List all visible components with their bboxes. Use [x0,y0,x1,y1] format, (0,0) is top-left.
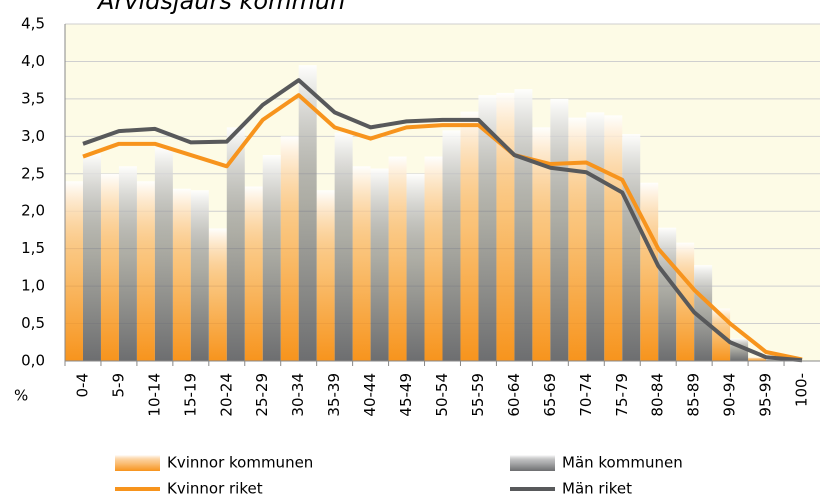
bar [316,190,335,361]
y-axis-label: % [14,387,28,405]
bar [298,65,317,361]
x-tick-label: 35-39 [325,373,343,417]
x-tick-label: 40-44 [361,373,379,417]
x-tick-label: 55-59 [469,373,487,417]
bar [190,190,209,361]
x-tick-label: 30-34 [289,373,307,417]
y-tick-label: 0,5 [21,314,45,332]
x-tick-label: 45-49 [397,373,415,417]
line-series [82,93,803,362]
bar [118,166,137,361]
bar [208,228,227,361]
y-tick-label: 1,5 [21,239,45,257]
y-tick-label: 0,0 [21,352,45,370]
bar [514,89,533,362]
x-tick-label: 20-24 [217,373,235,417]
x-tick-label: 15-19 [181,373,199,417]
y-tick-label: 4,0 [21,52,45,70]
bar [226,127,245,361]
y-tick-label: 3,0 [21,127,45,145]
bar [568,117,587,361]
bar [478,95,497,362]
x-tick-label: 90-94 [721,373,739,417]
x-tick-label: 60-64 [505,373,523,417]
bar [694,265,713,361]
bar [766,359,785,361]
y-tick-label: 3,5 [21,89,45,107]
bar [262,155,281,361]
bar [640,182,659,361]
legend-swatch [115,455,160,471]
bar [82,153,101,361]
bar [280,136,299,361]
x-tick-label: 50-54 [433,373,451,417]
bar [370,168,389,361]
bar [406,173,425,361]
bar [244,186,263,361]
bar [460,111,479,362]
x-tick-label: 25-29 [253,373,271,417]
bar [424,156,443,361]
x-tick-label: 75-79 [613,373,631,417]
bar [658,227,677,361]
bar [334,132,353,361]
legend-swatch [510,455,555,471]
legend-label: Kvinnor riket [167,480,263,498]
x-tick-label: 5-9 [109,373,127,398]
y-tick-label: 1,0 [21,277,45,295]
x-tick-label: 0-4 [73,373,91,398]
x-tick-label: 100- [793,373,811,407]
bar [100,173,119,361]
bar [622,134,641,361]
x-tick-label: 70-74 [577,373,595,417]
bar [586,112,605,361]
x-tick-label: 10-14 [145,373,163,417]
bar [65,181,83,361]
y-tick-label: 4,5 [21,15,45,33]
x-tick-label: 80-84 [649,373,667,417]
line-series [82,78,803,363]
chart-title: Arvidsjaurs kommun [96,0,345,15]
bar [442,130,461,361]
bar [748,357,767,361]
x-tick-label: 85-89 [685,373,703,417]
bar [172,188,191,361]
x-tick-label: 65-69 [541,373,559,417]
y-tick-label: 2,0 [21,202,45,220]
bar [154,147,173,361]
legend-label: Män kommunen [562,454,683,472]
bar [550,98,569,361]
bar [136,181,155,361]
bar [532,127,551,361]
x-tick-label: 95-99 [757,373,775,417]
legend-label: Män riket [562,480,632,498]
bar [604,115,623,361]
legend-label: Kvinnor kommunen [167,454,313,472]
bar [496,92,515,362]
bar [388,156,407,361]
y-tick-label: 2,5 [21,164,45,182]
bar [352,166,371,361]
